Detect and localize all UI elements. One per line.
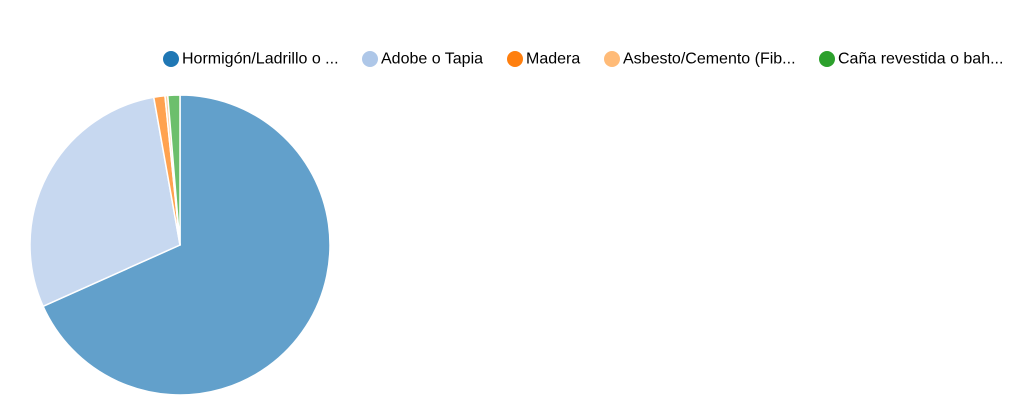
legend-label: Asbesto/Cemento (Fib... <box>623 51 796 68</box>
legend-item[interactable]: Asbesto/Cemento (Fib... <box>604 51 796 68</box>
legend-item[interactable]: Adobe o Tapia <box>362 51 483 68</box>
legend-item[interactable]: Caña revestida o bah... <box>819 51 1003 68</box>
legend-label: Madera <box>526 51 580 68</box>
legend-item[interactable]: Madera <box>507 51 580 68</box>
pie-slice[interactable] <box>42 94 331 396</box>
legend-item[interactable]: Hormigón/Ladrillo o ... <box>163 51 339 68</box>
legend-swatch <box>819 51 835 67</box>
legend-label: Adobe o Tapia <box>381 51 483 68</box>
legend-swatch <box>163 51 179 67</box>
legend-label: Hormigón/Ladrillo o ... <box>182 51 339 68</box>
legend-swatch <box>362 51 378 67</box>
legend-swatch <box>604 51 620 67</box>
legend-label: Caña revestida o bah... <box>838 51 1003 68</box>
pie-slice[interactable] <box>167 94 181 246</box>
pie-slices <box>29 94 331 396</box>
pie-slice[interactable] <box>29 96 181 308</box>
legend-swatch <box>507 51 523 67</box>
chart-legend: Hormigón/Ladrillo o ... Adobe o Tapia Made… <box>163 51 1003 68</box>
